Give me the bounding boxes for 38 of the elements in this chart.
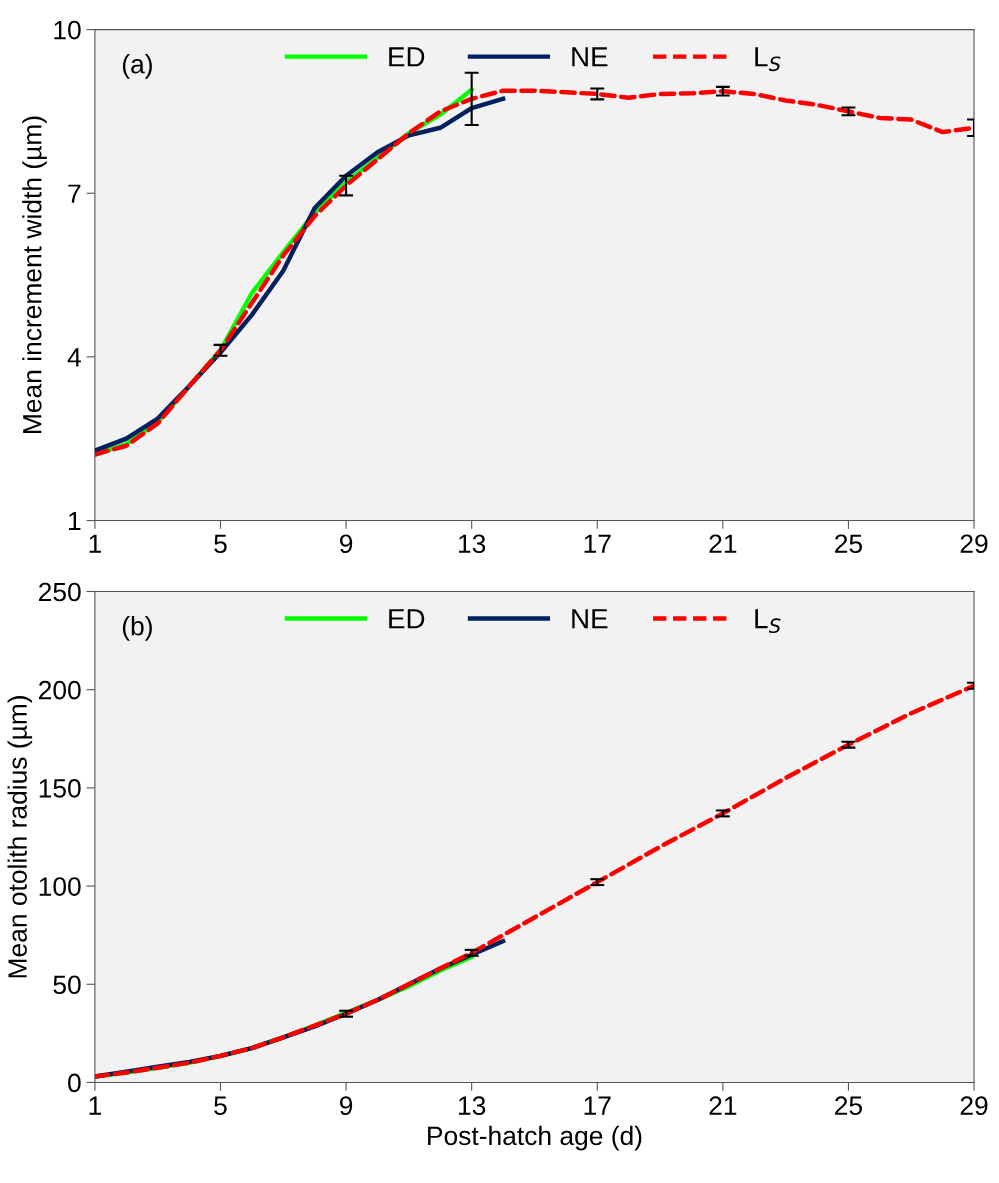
annotation: (a): [122, 54, 152, 79]
annotation: (b): [122, 616, 152, 641]
y-axis-title: Mean otolith radius (µm): [7, 696, 33, 978]
x-tick-label: 21: [709, 534, 737, 553]
y-tick-label: 100: [39, 877, 81, 896]
legend-label: NE: [572, 47, 608, 67]
x-axis-title: Post-hatch age (d): [428, 1125, 642, 1151]
legend-label: L$_{S}$: [755, 609, 781, 634]
x-tick-label: 29: [960, 534, 988, 554]
y-tick-label: 1: [69, 511, 81, 531]
x-tick-label: 5: [214, 534, 227, 554]
x-tick-label: 25: [835, 534, 863, 554]
y-axis-title: Mean increment width (µm): [22, 116, 47, 433]
x-tick-label: 17: [584, 534, 611, 553]
x-tick-label: 5: [214, 1096, 227, 1116]
x-tick-label: 13: [459, 1096, 486, 1116]
line-series: [94, 683, 975, 1079]
x-tick-label: 29: [960, 1096, 988, 1116]
legend-label: NE: [572, 609, 608, 629]
y-tick-label: 150: [39, 779, 81, 798]
x-tick-label: 9: [339, 1096, 353, 1116]
y-tick-label: 7: [68, 184, 81, 203]
x-tick-label: 1: [89, 534, 101, 553]
x-tick-label: 25: [835, 1096, 863, 1116]
y-tick-label: 10: [54, 20, 81, 40]
x-tick-label: 21: [709, 1096, 737, 1115]
x-tick-label: 9: [339, 534, 353, 554]
x-tick-label: 13: [459, 534, 486, 554]
x-tick-label: 17: [584, 1096, 611, 1115]
y-tick-label: 50: [53, 975, 81, 995]
x-tick-label: 1: [89, 1096, 101, 1115]
y-tick-label: 250: [39, 582, 81, 602]
legend-label: L$_{S}$: [755, 47, 781, 72]
legend-label: ED: [389, 47, 425, 67]
y-tick-label: 200: [39, 680, 81, 700]
y-tick-label: 4: [67, 348, 81, 367]
y-tick-label: 0: [68, 1073, 81, 1093]
legend-label: ED: [389, 609, 425, 629]
